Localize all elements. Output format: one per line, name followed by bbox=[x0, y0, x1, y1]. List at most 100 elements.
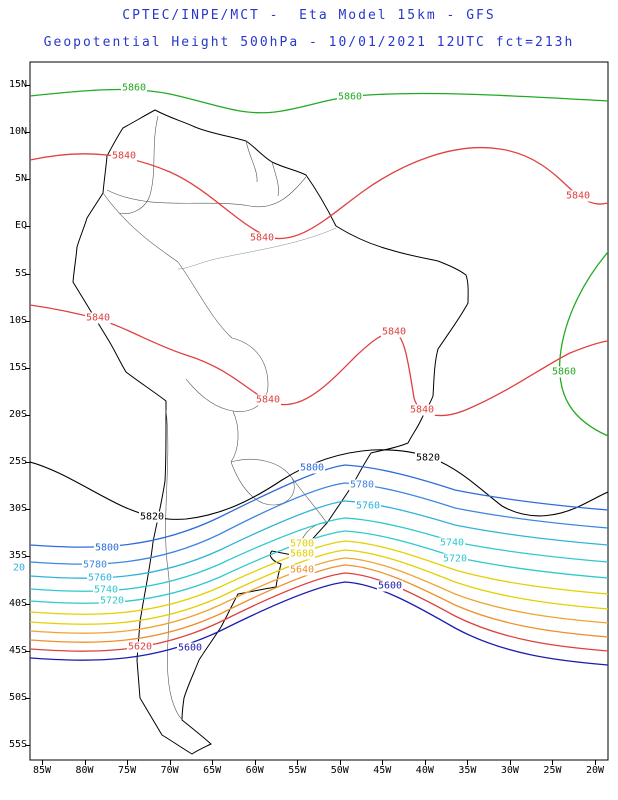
y-tick-label: 5N bbox=[14, 173, 27, 185]
contour-label: 5640 bbox=[288, 564, 316, 576]
contour-5680 bbox=[30, 549, 608, 625]
map-frame bbox=[29, 61, 609, 761]
x-tick-label: 50W bbox=[330, 765, 349, 776]
y-tick-label: 55S bbox=[8, 739, 27, 750]
contour-5740 bbox=[30, 517, 608, 592]
x-tick-mark bbox=[169, 760, 171, 765]
x-tick-label: 80W bbox=[75, 765, 94, 776]
chart-title-line2: Geopotential Height 500hPa - 10/01/2021 … bbox=[43, 35, 575, 50]
x-tick-mark bbox=[212, 760, 214, 765]
x-tick-mark bbox=[467, 760, 469, 765]
x-tick-mark bbox=[552, 760, 554, 765]
y-tick-label: 45S bbox=[8, 644, 27, 656]
x-tick-label: 75W bbox=[118, 765, 137, 776]
x-tick-mark bbox=[509, 760, 511, 765]
chart-title-line1: CPTEC/INPE/MCT - Eta Model 15km - GFS bbox=[122, 8, 496, 23]
contour-label: 5600 bbox=[176, 642, 204, 654]
contour-5840-north bbox=[30, 146, 608, 240]
contour-label: 5860 bbox=[336, 91, 364, 103]
contour-label: 5780 bbox=[348, 479, 376, 491]
x-tick-mark bbox=[594, 760, 596, 765]
y-tick-mark bbox=[25, 179, 30, 181]
x-tick-label: 85W bbox=[32, 765, 52, 776]
amazon-river bbox=[177, 227, 337, 270]
y-tick-mark bbox=[25, 650, 30, 652]
contour-5640 bbox=[30, 564, 608, 643]
contour-5660 bbox=[30, 557, 608, 634]
contour-label: 5840 bbox=[84, 312, 112, 324]
y-tick-label: 50S bbox=[8, 691, 27, 703]
contour-label: 5860 bbox=[120, 82, 148, 94]
y-tick-mark bbox=[25, 320, 30, 322]
y-tick-mark bbox=[25, 85, 30, 86]
contour-5860-east bbox=[558, 251, 608, 437]
y-tick-mark bbox=[25, 226, 30, 228]
x-tick-mark bbox=[339, 760, 341, 765]
x-tick-mark bbox=[297, 760, 299, 765]
y-tick-mark bbox=[25, 132, 30, 134]
contour-label: 5720 bbox=[98, 595, 126, 607]
contour-5860-north bbox=[30, 88, 608, 114]
y-tick-label: 35S bbox=[8, 550, 27, 562]
contour-label: 5840 bbox=[380, 326, 408, 338]
contour-label: 5760 bbox=[354, 500, 382, 512]
coastline bbox=[72, 109, 469, 755]
x-tick-mark bbox=[42, 760, 43, 765]
contour-label: 5840 bbox=[408, 404, 436, 416]
contour-label: 20 bbox=[11, 562, 27, 574]
y-tick-label: 30S bbox=[8, 503, 27, 515]
y-tick-mark bbox=[25, 556, 30, 558]
x-tick-mark bbox=[424, 760, 426, 765]
contour-label: 5820 bbox=[138, 511, 166, 523]
x-tick-label: 20W bbox=[585, 765, 605, 776]
x-tick-label: 70W bbox=[160, 765, 179, 776]
contour-label: 5800 bbox=[298, 462, 326, 474]
x-tick-mark bbox=[84, 760, 86, 765]
y-tick-label: EQ bbox=[14, 220, 27, 232]
x-tick-label: 40W bbox=[415, 765, 434, 776]
x-tick-label: 65W bbox=[203, 765, 222, 776]
contour-5760 bbox=[30, 500, 608, 579]
contour-label: 5600 bbox=[376, 580, 404, 592]
x-tick-label: 60W bbox=[245, 765, 264, 776]
contour-5720 bbox=[30, 530, 608, 604]
y-tick-mark bbox=[25, 367, 30, 369]
contour-5820 bbox=[30, 449, 608, 520]
y-tick-mark bbox=[25, 697, 30, 699]
y-tick-mark bbox=[25, 273, 30, 275]
x-tick-label: 45W bbox=[373, 765, 392, 776]
x-tick-label: 30W bbox=[500, 765, 519, 776]
y-tick-mark bbox=[25, 462, 30, 464]
y-tick-mark bbox=[25, 509, 30, 511]
contour-5600 bbox=[30, 581, 608, 666]
y-tick-label: 10S bbox=[8, 314, 27, 326]
contour-label: 5840 bbox=[248, 232, 276, 244]
contour-label: 5780 bbox=[81, 559, 109, 571]
country-borders bbox=[102, 115, 328, 720]
contour-5840-central bbox=[30, 304, 608, 417]
x-tick-mark bbox=[254, 760, 256, 765]
contour-label: 5720 bbox=[441, 553, 469, 565]
x-tick-mark bbox=[382, 760, 384, 765]
contour-label: 5840 bbox=[564, 190, 592, 202]
y-tick-label: 15S bbox=[8, 361, 27, 373]
contour-5780 bbox=[30, 482, 608, 565]
y-tick-mark bbox=[25, 603, 30, 605]
contour-label: 5620 bbox=[126, 641, 154, 653]
contour-label: 5800 bbox=[93, 542, 121, 554]
contour-label: 5840 bbox=[254, 394, 282, 406]
y-tick-mark bbox=[25, 745, 30, 746]
contour-label: 5840 bbox=[110, 150, 138, 162]
y-tick-label: 5S bbox=[14, 267, 27, 279]
y-tick-label: 20S bbox=[8, 409, 27, 420]
x-tick-mark bbox=[127, 760, 129, 765]
x-tick-label: 25W bbox=[543, 765, 562, 776]
x-tick-label: 35W bbox=[458, 765, 477, 776]
y-tick-label: 25S bbox=[8, 456, 27, 468]
contour-label: 5820 bbox=[414, 452, 442, 464]
y-tick-label: 10N bbox=[8, 126, 27, 138]
contour-label: 5860 bbox=[550, 366, 578, 378]
contour-label: 5680 bbox=[288, 548, 316, 560]
